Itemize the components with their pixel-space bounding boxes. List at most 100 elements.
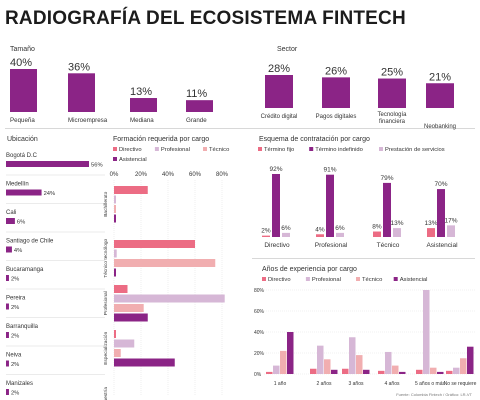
tamano-value-label: 13% <box>130 86 152 98</box>
sector-value-label: 28% <box>268 63 290 75</box>
formacion-bar <box>114 330 116 338</box>
contratacion-bar <box>383 182 391 237</box>
experiencia-bar <box>416 369 423 374</box>
experiencia-legend-label: Técnico <box>362 277 382 283</box>
contratacion-value-label: 8% <box>372 224 382 231</box>
experiencia-category-label: 2 años <box>316 381 332 387</box>
formacion-tick-label: 60% <box>189 172 202 178</box>
tamano-bar <box>186 100 213 112</box>
contratacion-category-label: Profesional <box>315 242 348 249</box>
contratacion-value-label: 92% <box>269 166 282 173</box>
experiencia-legend-label: Directivo <box>268 277 291 283</box>
formacion-legend-swatch <box>154 147 159 151</box>
experiencia-legend-label: Asistencial <box>400 277 428 283</box>
tamano-bar <box>130 98 157 112</box>
formacion-legend-swatch <box>113 157 117 161</box>
experiencia-bar <box>349 337 356 374</box>
divider-top <box>5 128 475 129</box>
tamano-category-label: Pequeña <box>10 117 35 124</box>
experiencia-bar <box>310 368 317 374</box>
formacion-group-label: Maestría <box>103 387 109 400</box>
experiencia-bar <box>317 345 324 374</box>
experiencia-tick-label: 0% <box>254 372 262 378</box>
formacion-group-label: Técnico tecnólogo <box>103 238 109 277</box>
formacion-bar <box>114 240 195 248</box>
formacion-tick-label: 20% <box>135 172 148 178</box>
tamano-title: Tamaño <box>10 46 35 53</box>
ubicacion-city-label: Bucaramanga <box>6 267 44 273</box>
sector-value-label: 25% <box>381 67 403 79</box>
formacion-legend-swatch <box>113 147 117 151</box>
contratacion-bar <box>373 231 381 237</box>
contratacion-legend-swatch <box>309 147 314 151</box>
ubicacion-value-label: 2% <box>11 277 19 283</box>
formacion-legend-swatch <box>203 147 207 151</box>
experiencia-legend-swatch <box>305 277 310 281</box>
contratacion-value-label: 79% <box>380 175 393 182</box>
formacion-title: Formación requerida por cargo <box>113 136 210 143</box>
contratacion-value-label: 6% <box>335 225 345 232</box>
contratacion-value-label: 6% <box>281 225 291 232</box>
experiencia-legend-label: Profesional <box>312 277 341 283</box>
contratacion-bar <box>282 232 290 237</box>
ubicacion-city-label: Cali <box>6 210 16 216</box>
experiencia-bar <box>356 355 363 374</box>
ubicacion-bar <box>6 303 9 310</box>
ubicacion-city-label: Barranquilla <box>6 324 39 330</box>
tamano-category-label: Grande <box>186 117 207 124</box>
experiencia-bar <box>423 290 430 374</box>
ubicacion-city-label: Medellín <box>6 182 29 188</box>
experiencia-bar <box>273 365 280 374</box>
ubicacion-value-label: 2% <box>11 305 19 311</box>
experiencia-bar <box>342 368 349 374</box>
sector-category-label: Tecnología <box>377 112 407 118</box>
experiencia-category-label: 1 año <box>274 381 287 387</box>
sector-value-label: 21% <box>429 71 451 83</box>
contratacion-legend-swatch <box>258 147 262 151</box>
experiencia-tick-label: 40% <box>254 330 265 336</box>
sector-title: Sector <box>277 46 298 53</box>
contratacion-value-label: 2% <box>261 228 271 235</box>
tamano-value-label: 36% <box>68 61 90 73</box>
formacion-bar <box>114 259 216 267</box>
experiencia-bar <box>460 358 467 374</box>
contratacion-value-label: 13% <box>390 220 403 227</box>
experiencia-bar <box>430 367 437 374</box>
experiencia-category-label: 5 años o más <box>415 381 446 387</box>
tamano-bar <box>10 69 37 112</box>
formacion-bar <box>114 186 148 194</box>
formacion-bar <box>114 304 144 312</box>
experiencia-bar <box>392 365 399 374</box>
ubicacion-city-label: Bogotá D.C <box>6 153 38 159</box>
experiencia-bar <box>446 370 453 374</box>
formacion-bar <box>114 313 148 322</box>
experiencia-legend-swatch <box>356 277 360 281</box>
experiencia-bar <box>385 351 392 374</box>
ubicacion-value-label: 4% <box>14 248 22 254</box>
formacion-bar <box>114 214 116 223</box>
formacion-bar <box>114 205 116 213</box>
formacion-bar <box>114 268 116 277</box>
contratacion-bar <box>393 228 401 237</box>
experiencia-legend-swatch <box>393 277 398 281</box>
experiencia-bar <box>266 371 273 374</box>
contratacion-bar <box>437 189 445 237</box>
ubicacion-value-label: 24% <box>44 191 56 197</box>
contratacion-bar <box>336 232 344 237</box>
contratacion-value-label: 13% <box>424 220 437 227</box>
formacion-legend-label: Profesional <box>161 147 190 153</box>
sector-category-label: Crédito digital <box>261 114 298 120</box>
tamano-value-label: 11% <box>186 88 207 100</box>
ubicacion-bar <box>6 246 12 253</box>
ubicacion-value-label: 2% <box>11 362 19 368</box>
contratacion-legend-swatch <box>379 147 383 151</box>
contratacion-legend-label: Término indefinido <box>315 147 363 153</box>
contratacion-category-label: Técnico <box>377 242 400 249</box>
experiencia-tick-label: 60% <box>254 309 265 315</box>
formacion-bar <box>114 195 116 204</box>
ubicacion-value-label: 2% <box>11 334 19 340</box>
experiencia-tick-label: 20% <box>254 351 265 357</box>
experiencia-category-label: 3 años <box>348 381 364 387</box>
contratacion-title: Esquema de contratación por cargo <box>259 136 370 143</box>
